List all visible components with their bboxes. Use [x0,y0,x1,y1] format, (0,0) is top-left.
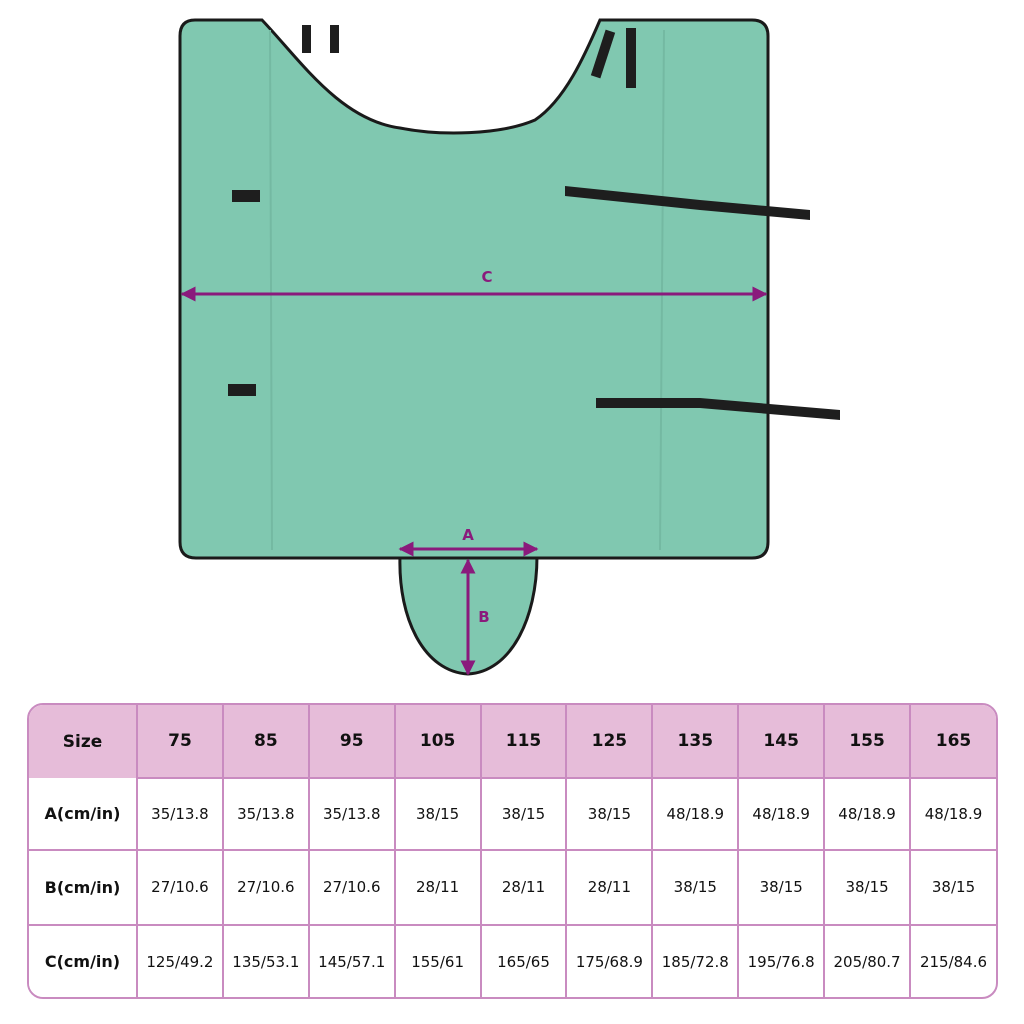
table-cell: 48/18.9 [651,777,740,851]
table-cell: 38/15 [393,777,482,851]
table-cell: 35/13.8 [136,777,224,851]
size-table: Size 75 85 95 105 115 125 135 145 155 165 A(cm/in)… [27,703,998,999]
table-cell: 38/15 [823,848,912,927]
table-row: A(cm/in) 35/13.8 35/13.8 35/13.8 38/15 38/15 3… [29,777,996,851]
blanket-diagram: C A B [178,18,840,676]
table-cell: 38/15 [479,777,568,851]
size-header-cell: 165 [909,705,996,778]
table-cell: 27/10.6 [136,848,224,927]
table-cell: 125/49.2 [136,924,224,997]
table-cell: 48/18.9 [909,777,996,851]
size-header-cell: 145 [737,705,826,778]
table-cell: 35/13.8 [221,777,310,851]
table-cell: 27/10.6 [307,848,396,927]
table-cell: 48/18.9 [823,777,912,851]
table-cell: 35/13.8 [307,777,396,851]
row-label: B(cm/in) [29,848,138,927]
table-cell: 28/11 [479,848,568,927]
size-header-cell: 115 [479,705,568,778]
size-header-row: Size 75 85 95 105 115 125 135 145 155 165 [29,705,996,778]
blanket-body [178,18,770,560]
table-cell: 205/80.7 [823,924,912,997]
size-header-cell: 95 [307,705,396,778]
dimension-c-label: C [481,268,492,286]
table-cell: 38/15 [737,848,826,927]
table-cell: 165/65 [479,924,568,997]
table-cell: 38/15 [651,848,740,927]
size-header-cell: 135 [651,705,740,778]
table-cell: 27/10.6 [221,848,310,927]
table-cell: 215/84.6 [909,924,996,997]
size-header-cell: 155 [823,705,912,778]
table-row: B(cm/in) 27/10.6 27/10.6 27/10.6 28/11 28/11 2… [29,848,996,927]
table-cell: 145/57.1 [307,924,396,997]
size-header-cell: 105 [393,705,482,778]
row-label: A(cm/in) [29,778,138,851]
table-cell: 38/15 [565,777,654,851]
size-header-cell: 125 [565,705,654,778]
size-header-label: Size [29,705,138,778]
table-cell: 135/53.1 [221,924,310,997]
dimension-b-label: B [478,608,489,626]
size-header-cell: 75 [136,705,224,778]
dimension-a-label: A [462,526,474,544]
table-cell: 38/15 [909,848,996,927]
table-cell: 195/76.8 [737,924,826,997]
table-cell: 28/11 [393,848,482,927]
table-cell: 155/61 [393,924,482,997]
table-row: C(cm/in) 125/49.2 135/53.1 145/57.1 155/61 16… [29,924,996,997]
table-cell: 175/68.9 [565,924,654,997]
table-cell: 28/11 [565,848,654,927]
size-header-cell: 85 [221,705,310,778]
row-label: C(cm/in) [29,924,138,997]
table-cell: 185/72.8 [651,924,740,997]
strap-buckles [228,25,840,420]
table-cell: 48/18.9 [737,777,826,851]
